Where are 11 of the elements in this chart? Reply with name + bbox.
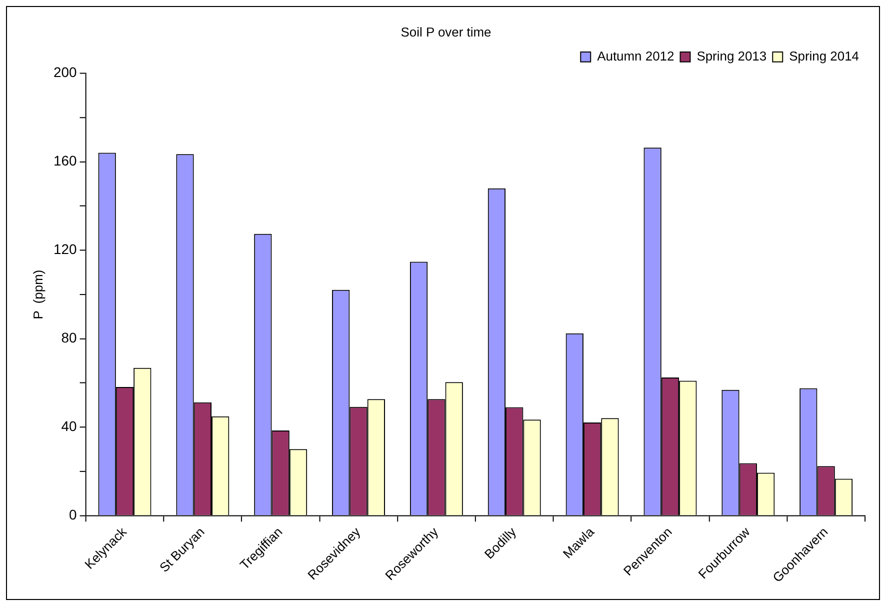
y-tick-label: 0 bbox=[69, 506, 78, 522]
legend-label: Spring 2013 bbox=[696, 48, 767, 64]
y-tick-label: 40 bbox=[61, 418, 78, 434]
y-tick-label: 120 bbox=[54, 241, 78, 258]
y-tick-label: 160 bbox=[54, 152, 78, 169]
y-tick-label: 200 bbox=[54, 64, 78, 80]
legend-label: Autumn 2012 bbox=[597, 48, 674, 64]
chart-title: Soil P over time bbox=[400, 24, 492, 40]
y-axis-title: P (ppm) bbox=[30, 270, 46, 320]
legend-label: Spring 2014 bbox=[789, 48, 859, 64]
y-tick-label: 80 bbox=[61, 330, 78, 346]
